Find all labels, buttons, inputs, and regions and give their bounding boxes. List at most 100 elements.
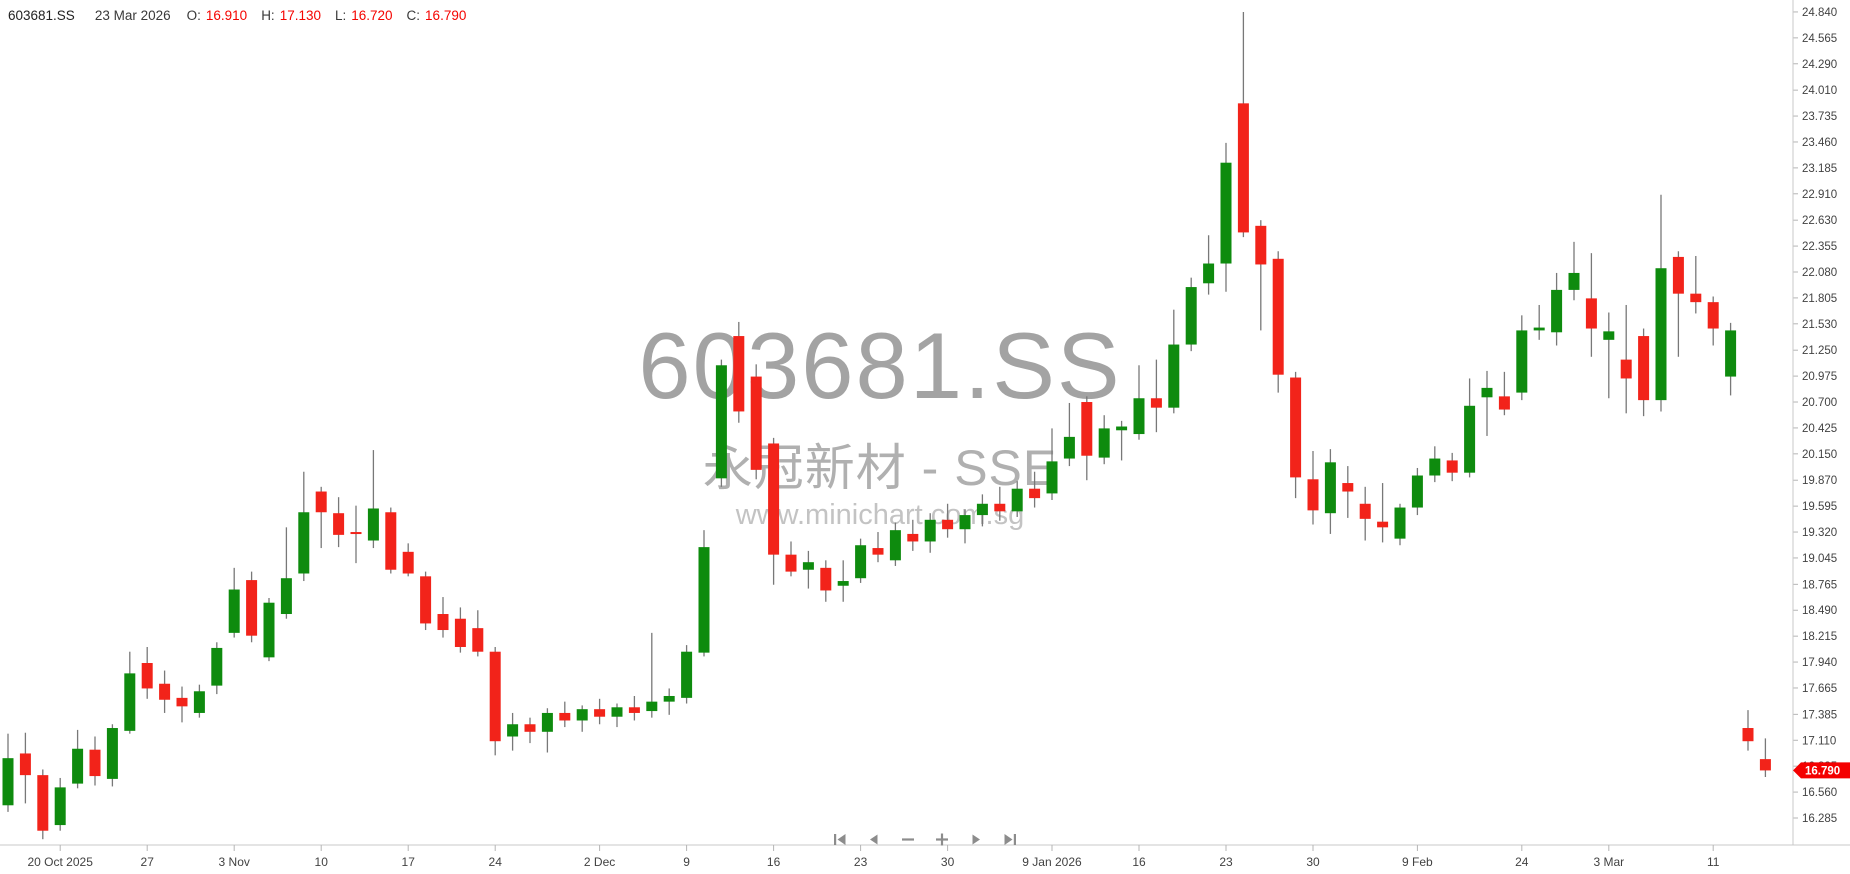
close-value: 16.790 <box>425 8 467 23</box>
candle-body <box>1081 402 1093 456</box>
candle <box>1411 467 1423 516</box>
candle-body <box>402 551 414 574</box>
candle-body <box>855 545 867 579</box>
candle-body <box>1585 298 1597 329</box>
candle-body <box>750 376 762 470</box>
candle <box>54 777 66 831</box>
candle-body <box>19 753 31 776</box>
candle <box>1672 251 1684 357</box>
candle <box>1098 415 1110 465</box>
ohlc-header: 603681.SS 23 Mar 2026 O: 16.910 H: 17.130 L: 16… <box>8 8 480 23</box>
candle <box>1237 11 1249 238</box>
step-backward-button[interactable] <box>866 831 883 848</box>
candle-body <box>1029 488 1041 499</box>
candle-body <box>872 548 884 555</box>
candle <box>1516 315 1528 401</box>
time-axis-labels: 20 Oct 2025 27 3 Nov 10 17 24 2 Dec 9 16 23 30 9 Ja… <box>28 845 1720 869</box>
candle <box>124 651 136 734</box>
candle-body <box>280 578 292 615</box>
candle <box>1324 449 1336 534</box>
candle <box>1203 235 1215 295</box>
skip-to-start-button[interactable] <box>832 831 849 848</box>
candle <box>768 437 780 585</box>
candle <box>1029 471 1041 508</box>
candle-body <box>1690 293 1702 303</box>
candle <box>628 695 640 721</box>
candle-body <box>1272 258 1284 375</box>
candle <box>176 686 188 723</box>
candle-body <box>367 508 379 541</box>
high-label: H: <box>261 8 275 23</box>
price-tick-label: 20.425 <box>1802 423 1837 435</box>
candle-body <box>768 443 780 555</box>
price-tick-label: 18.215 <box>1802 631 1837 643</box>
candle-body <box>785 554 797 572</box>
price-tick-label: 20.150 <box>1802 449 1837 461</box>
price-tick-label: 24.840 <box>1802 7 1837 19</box>
candle <box>1655 194 1667 412</box>
candle-body <box>176 697 188 707</box>
candle-body <box>385 512 397 570</box>
candle-body <box>298 512 310 574</box>
skip-to-end-button[interactable] <box>1002 831 1019 848</box>
candle <box>193 684 205 718</box>
time-tick-label: 17 <box>402 855 416 869</box>
candle <box>1568 241 1580 301</box>
price-tick-label: 20.700 <box>1802 397 1837 409</box>
candle <box>211 642 223 695</box>
candle-body <box>994 503 1006 512</box>
price-tick-label: 23.735 <box>1802 111 1837 123</box>
time-tick-label: 27 <box>141 855 155 869</box>
candle-body <box>1655 268 1667 401</box>
candle-body <box>1742 728 1754 742</box>
candle-body <box>646 701 658 712</box>
candle <box>907 519 919 551</box>
time-tick-label: 24 <box>489 855 503 869</box>
candle-body <box>837 581 849 586</box>
zoom-out-icon <box>902 838 914 841</box>
candle-body <box>437 614 449 631</box>
candle <box>1707 296 1719 346</box>
candle <box>594 698 606 725</box>
time-tick-label: 9 Jan 2026 <box>1022 855 1082 869</box>
candle-body <box>211 647 223 686</box>
price-tick-label: 24.290 <box>1802 59 1837 71</box>
candle-body <box>1498 396 1510 410</box>
candle <box>437 597 449 638</box>
candle-body <box>733 336 745 412</box>
candle-body <box>541 712 553 732</box>
time-tick-label: 3 Mar <box>1593 855 1624 869</box>
zoom-in-button[interactable] <box>934 831 951 848</box>
candle <box>89 736 101 786</box>
time-tick-label: 16 <box>767 855 781 869</box>
candle <box>820 560 832 602</box>
candle-body <box>1063 436 1075 459</box>
candle-body <box>1098 428 1110 458</box>
candle <box>1585 253 1597 357</box>
candle <box>1742 710 1754 751</box>
candle-body <box>907 533 919 542</box>
candle-body <box>1377 521 1389 528</box>
price-tick-label: 18.765 <box>1802 579 1837 591</box>
price-tick-label: 21.250 <box>1802 345 1837 357</box>
candle <box>1116 420 1128 461</box>
price-tick-label: 24.565 <box>1802 33 1837 45</box>
candle-body <box>454 618 466 647</box>
step-forward-icon <box>972 834 980 845</box>
candle-body <box>315 491 327 513</box>
candle <box>246 571 258 643</box>
last-price-label: 16.790 <box>1805 766 1840 778</box>
time-tick-label: 30 <box>941 855 955 869</box>
price-tick-label: 16.285 <box>1802 813 1837 825</box>
candle <box>1359 486 1371 541</box>
zoom-out-button[interactable] <box>900 831 917 848</box>
time-tick-label: 20 Oct 2025 <box>28 855 94 869</box>
price-tick-label: 20.975 <box>1802 371 1837 383</box>
candle-body <box>820 567 832 591</box>
candle <box>889 522 901 566</box>
candle <box>698 530 710 657</box>
step-forward-button[interactable] <box>968 831 985 848</box>
candle-body <box>106 728 118 779</box>
